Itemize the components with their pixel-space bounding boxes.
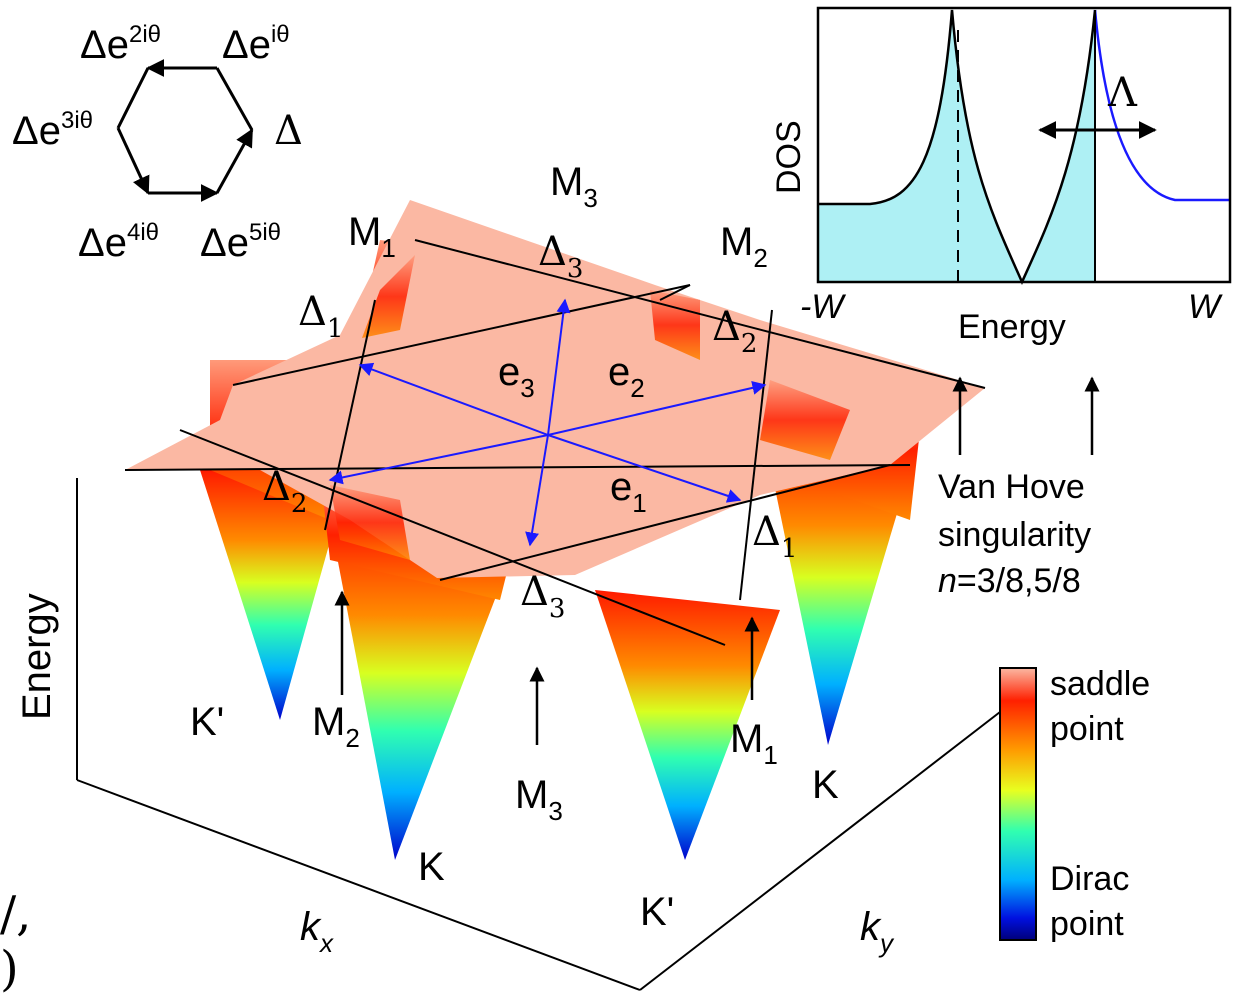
m-point-m3-bottom: M3 xyxy=(515,773,563,826)
vhs-line1: Van Hove xyxy=(938,468,1085,506)
gap-labels: Δ1 Δ2 Δ3 Δ1 Δ2 Δ3 xyxy=(262,229,797,624)
dos-curve xyxy=(818,9,1097,286)
m-point-m2-bottom: M2 xyxy=(312,700,360,753)
k-point-kprime-front: K' xyxy=(640,890,674,934)
edge-text-1: /, xyxy=(0,886,31,942)
colorbar-bottom-1: Dirac xyxy=(1050,860,1129,898)
axis-kx-label: kx xyxy=(300,905,334,958)
hex-label-2: Δe2iθ xyxy=(80,21,161,67)
dos-xlabel: Energy xyxy=(958,308,1066,346)
van-hove-note: Van Hove singularity n=3/8,5/8 xyxy=(938,468,1091,600)
colorbar: saddle point Dirac point xyxy=(999,665,1150,943)
dos-gap-symbol: Λ xyxy=(1107,70,1138,116)
band-surface xyxy=(124,200,986,860)
m-point-labels: M3 M1 M2 M2 M3 M1 xyxy=(312,160,778,826)
nesting-vector-labels: e3 e2 e1 xyxy=(498,350,647,518)
dos-filled-region xyxy=(818,10,1095,282)
k-point-k-right: K xyxy=(812,763,839,807)
3d-axes xyxy=(76,478,1001,991)
gap-label-d1-left: Δ1 xyxy=(298,289,343,344)
colorbar-bottom-2: point xyxy=(1050,905,1124,943)
dos-ylabel: DOS xyxy=(770,120,808,194)
m-point-m1-top: M1 xyxy=(348,210,396,263)
k-point-labels: K' K K' K xyxy=(190,700,839,934)
gap-label-d3-top: Δ3 xyxy=(538,229,583,284)
valley-kprime-left xyxy=(200,470,350,720)
vector-e1: e1 xyxy=(610,465,647,518)
hex-label-0: Δ xyxy=(274,108,303,154)
m-point-arrows xyxy=(334,376,1100,745)
vector-e2: e2 xyxy=(608,350,645,403)
vhs-line3: n=3/8,5/8 xyxy=(938,562,1081,600)
valley-k-right xyxy=(765,440,910,745)
dos-frame xyxy=(816,6,1232,284)
vhs-line2: singularity xyxy=(938,516,1091,554)
m-point-m1-bottom: M1 xyxy=(730,717,778,770)
hex-label-1: Δeiθ xyxy=(222,21,290,67)
gap-label-d3-bottom: Δ3 xyxy=(520,569,565,624)
dos-tick-right: W xyxy=(1188,288,1223,326)
axis-energy-label: Energy xyxy=(15,593,59,720)
edge-text-2: ) xyxy=(0,941,19,996)
gap-label-d2-right: Δ2 xyxy=(712,304,757,359)
m-point-m2-top: M2 xyxy=(720,220,768,273)
vector-e3: e3 xyxy=(498,350,535,403)
dos-unfilled-curve xyxy=(1093,9,1230,202)
valley-kprime-front xyxy=(595,590,780,860)
hex-label-3: Δe3iθ xyxy=(12,107,93,153)
dos-tick-left: -W xyxy=(800,288,846,326)
gap-label-d1-right: Δ1 xyxy=(752,509,797,564)
colorbar-top-2: point xyxy=(1050,710,1124,748)
gap-label-d2-left: Δ2 xyxy=(262,464,307,519)
hex-label-5: Δe5iθ xyxy=(200,219,281,265)
k-point-kprime-left: K' xyxy=(190,700,224,744)
k-point-k-mid: K xyxy=(418,845,445,889)
valley-k-mid xyxy=(330,520,510,860)
m-point-m3-top: M3 xyxy=(550,160,598,213)
colorbar-bar xyxy=(999,667,1037,941)
hex-label-4: Δe4iθ xyxy=(78,219,159,265)
dos-inset: Λ DOS Energy -W W xyxy=(770,6,1232,346)
axis-ky-label: ky xyxy=(860,905,895,958)
hexagon-diagram: Δe2iθ Δeiθ Δe3iθ Δ Δe4iθ Δe5iθ xyxy=(12,21,303,265)
colorbar-top-1: saddle xyxy=(1050,665,1150,703)
